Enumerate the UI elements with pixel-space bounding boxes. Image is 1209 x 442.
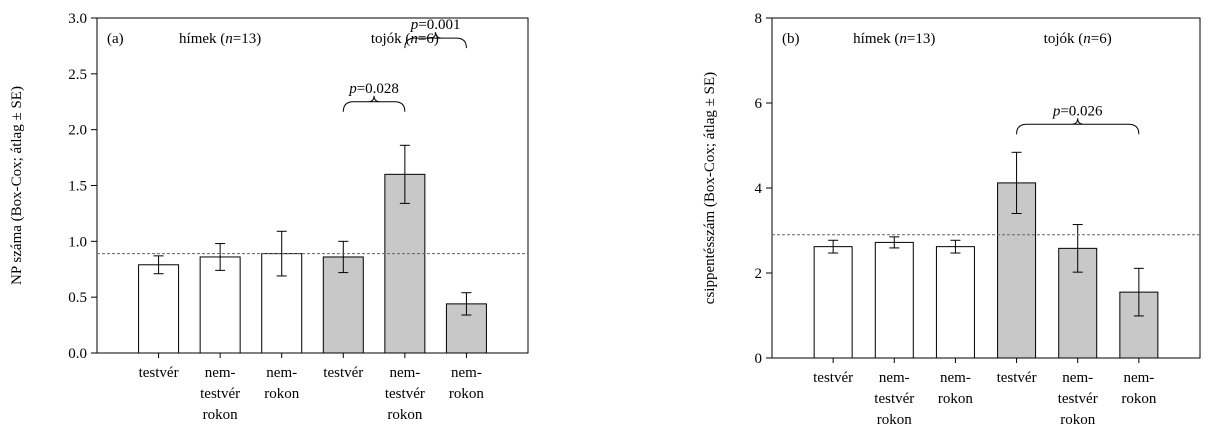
group-label: hímek (n=13) xyxy=(179,31,261,47)
x-tick-label: testvér xyxy=(200,386,240,402)
x-tick-label: rokon xyxy=(264,386,299,402)
x-tick-label: rokon xyxy=(1060,412,1095,428)
x-tick-label: nem- xyxy=(389,365,420,381)
x-tick-label: nem- xyxy=(205,365,236,381)
x-tick-label: rokon xyxy=(1121,391,1156,407)
y-axis-label: NP száma (Box-Cox; átlag ± SE) xyxy=(9,86,25,285)
bar xyxy=(138,264,180,354)
significance-bracket xyxy=(1016,118,1140,135)
significance-bracket xyxy=(404,32,467,49)
panel-label: (b) xyxy=(782,31,800,47)
x-tick-label: rokon xyxy=(877,412,912,428)
p-value-label: p=0.026 xyxy=(1052,103,1103,119)
bar xyxy=(935,246,975,359)
x-tick-label: testvér xyxy=(323,365,363,381)
y-tick-label: 2.0 xyxy=(68,123,87,139)
y-tick-label: 2 xyxy=(755,266,763,282)
p-value-label: p=0.028 xyxy=(348,81,399,97)
y-tick-label: 1.5 xyxy=(68,179,87,195)
y-tick-label: 8 xyxy=(755,11,763,27)
x-tick-label: nem- xyxy=(940,370,971,386)
y-tick-label: 1.0 xyxy=(68,234,87,250)
x-tick-label: testvér xyxy=(1058,391,1098,407)
y-tick-label: 2.5 xyxy=(68,67,87,83)
x-tick-label: testvér xyxy=(813,370,853,386)
chart-panel-a: 0.0 0.5 1.0 1.5 2.0 2.5 3.0 NP száma (Box-Cox; … xyxy=(9,11,529,423)
x-tick-label: testvér xyxy=(997,370,1037,386)
x-tick-label: testvér xyxy=(385,386,425,402)
y-tick-label: 0.0 xyxy=(68,346,87,362)
bar xyxy=(813,246,853,359)
x-tick-label: testvér xyxy=(874,391,914,407)
y-tick-label: 6 xyxy=(755,96,763,112)
x-tick-label: rokon xyxy=(938,391,973,407)
y-tick-label: 3.0 xyxy=(68,11,87,27)
x-tick-label: nem- xyxy=(879,370,910,386)
bar xyxy=(874,241,914,359)
group-label: tojók (n=6) xyxy=(371,31,439,47)
x-tick-label: nem- xyxy=(266,365,297,381)
y-tick-label: 4 xyxy=(755,181,763,197)
x-tick-label: rokon xyxy=(203,407,238,423)
panel-label: (a) xyxy=(107,31,124,47)
bar xyxy=(199,256,241,354)
y-axis-label: csippentésszám (Box-Cox; átlag ± SE) xyxy=(702,72,718,304)
y-tick-label: 0 xyxy=(755,351,763,367)
x-tick-label: rokon xyxy=(449,386,484,402)
y-tick-label: 0.5 xyxy=(68,290,87,306)
group-label: tojók (n=6) xyxy=(1044,31,1112,47)
x-tick-label: testvér xyxy=(139,365,179,381)
significance-bracket xyxy=(342,95,406,112)
chart-panel-b: 0 2 4 6 8 csippentésszám (Box-Cox; átlag ± SE… xyxy=(702,11,1201,428)
p-value-label: p=0.001 xyxy=(410,17,461,33)
x-tick-label: nem- xyxy=(451,365,482,381)
x-tick-label: rokon xyxy=(387,407,422,423)
group-label: hímek (n=13) xyxy=(853,31,935,47)
x-tick-label: nem- xyxy=(1062,370,1093,386)
x-tick-label: nem- xyxy=(1123,370,1154,386)
